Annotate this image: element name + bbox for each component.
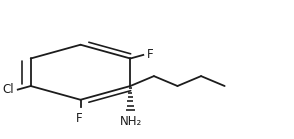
- Text: F: F: [147, 48, 153, 61]
- Text: Cl: Cl: [2, 83, 14, 96]
- Text: F: F: [76, 112, 82, 125]
- Text: NH₂: NH₂: [120, 115, 142, 128]
